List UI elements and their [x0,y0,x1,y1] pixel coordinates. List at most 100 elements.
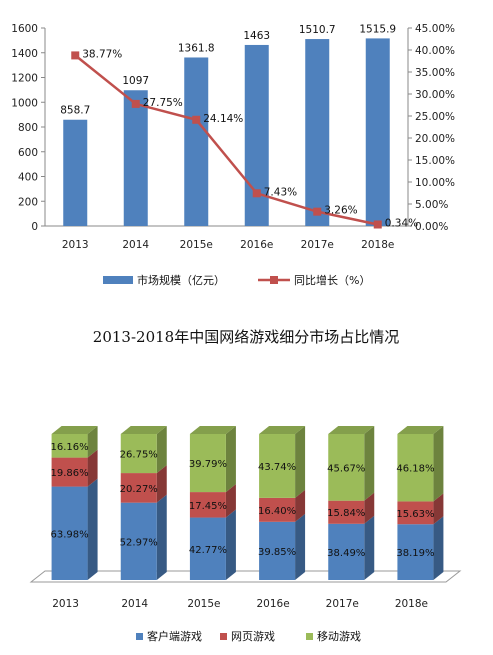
segment-value-label: 15.63% [396,509,434,520]
stack-segment [397,434,434,502]
market-size-chart: 0 200 400 600 800 1000 1200 1400 1600 0.00% 5.00% 1… [11,23,455,287]
x-tick-label: 2018e [395,598,428,610]
growth-line [74,54,379,226]
chart2-title: 2013-2018年中国网络游戏细分市场占比情况 [93,328,399,346]
stack-segment [397,501,434,525]
segment-value-label: 42.77% [189,545,227,556]
legend-swatch [220,633,227,640]
growth-marker [192,115,201,124]
x-tick-label: 2015e [187,598,220,610]
x-tick-label: 2014 [122,239,149,251]
market-bar [123,90,148,226]
growth-value-label: 7.43% [264,186,297,198]
right-tick-label: 20.00% [415,133,455,145]
bar-side-face [87,478,98,580]
bar-side-face [364,492,375,524]
bar-side-face [295,426,306,498]
bar-side-face [364,426,375,501]
left-tick-label: 600 [18,147,38,159]
growth-marker [252,189,261,198]
right-tick-label: 45.00% [415,23,455,35]
stack-segment [328,500,365,524]
x-tick-label: 2014 [121,598,148,610]
left-tick-label: 800 [18,122,38,134]
bar-value-label: 1510.7 [299,24,336,36]
legend-label-market: 市场规模（亿元） [137,273,225,287]
x-tick-label: 2017e [326,598,359,610]
segment-value-label: 20.27% [120,484,158,495]
stack-segment [120,502,157,580]
right-tick-label: 35.00% [415,67,455,79]
bar-value-label: 1097 [122,75,149,87]
growth-value-label: 38.77% [82,48,122,60]
bar-top-face [120,426,167,435]
bar-value-label: 1361.8 [178,42,215,54]
segment-value-label: 63.98% [51,529,89,540]
growth-value-label: 3.26% [324,205,357,217]
stack-segment [120,434,157,474]
segment-value-label: 45.67% [327,463,365,474]
segment-value-label: 17.45% [189,501,227,512]
legend-label: 客户端游戏 [147,629,202,643]
legend-swatch [306,633,313,640]
right-tick-label: 30.00% [415,89,455,101]
stack-segment [259,497,296,522]
x-tick-label: 2013 [62,239,89,251]
bar-top-face [259,426,306,435]
left-tick-label: 1200 [11,73,38,85]
right-tick-label: 10.00% [415,177,455,189]
x-tick-label: 2013 [52,598,79,610]
market-bar [305,39,330,227]
market-bar [63,119,88,226]
bar-top-face [328,426,375,434]
growth-marker [313,207,322,216]
bar-side-face [225,425,236,493]
growth-marker [131,99,140,108]
bar-top-face [51,426,98,434]
stack-segment [259,521,296,580]
bar-value-label: 1463 [243,30,270,42]
legend-label: 网页游戏 [231,630,275,643]
left-tick-label: 400 [18,172,38,184]
segment-value-label: 38.49% [327,548,365,559]
segment-value-label: 16.40% [258,506,296,517]
x-tick-label: 2016e [256,598,289,610]
legend-label: 移动游戏 [317,630,361,643]
bar-side-face [433,493,444,525]
right-tick-label: 40.00% [415,45,455,57]
left-tick-label: 1000 [11,97,38,109]
right-tick-label: 25.00% [415,111,455,123]
segment-value-label: 19.86% [51,468,89,479]
bar-top-face [189,425,236,434]
legend-swatch [136,633,143,640]
segment-value-label: 39.79% [189,459,227,470]
segment-share-chart: 63.98% 19.86% 16.16% 2013 52.97% 20.27% 26.75%… [29,425,462,643]
x-tick-label: 2016e [240,239,273,251]
bar-side-face [225,484,236,518]
legend-label-growth: 同比增长（%） [294,273,370,287]
segment-value-label: 39.85% [258,547,296,558]
bar-side-face [364,515,375,580]
stack-segment [328,434,365,501]
growth-marker [373,220,382,229]
segment-value-label: 43.74% [258,462,296,473]
bar-side-face [225,509,236,580]
stack-segment [120,473,157,503]
bar-value-label: 858.7 [60,105,90,117]
segment-value-label: 15.84% [327,508,365,519]
bar-side-face [295,489,306,522]
stack-segment [259,434,296,498]
stack-segment [189,433,226,493]
bar-side-face [156,494,167,580]
legend-swatch-market [103,276,133,284]
left-tick-label: 1600 [11,23,38,35]
left-tick-label: 200 [18,196,38,208]
bar-side-face [156,465,167,503]
legend-marker-growth [270,276,278,284]
right-tick-label: 15.00% [415,155,455,167]
bar-side-face [433,516,444,580]
bar-side-face [87,449,98,487]
stack-segment [51,486,88,580]
bar-top-face [397,426,444,434]
